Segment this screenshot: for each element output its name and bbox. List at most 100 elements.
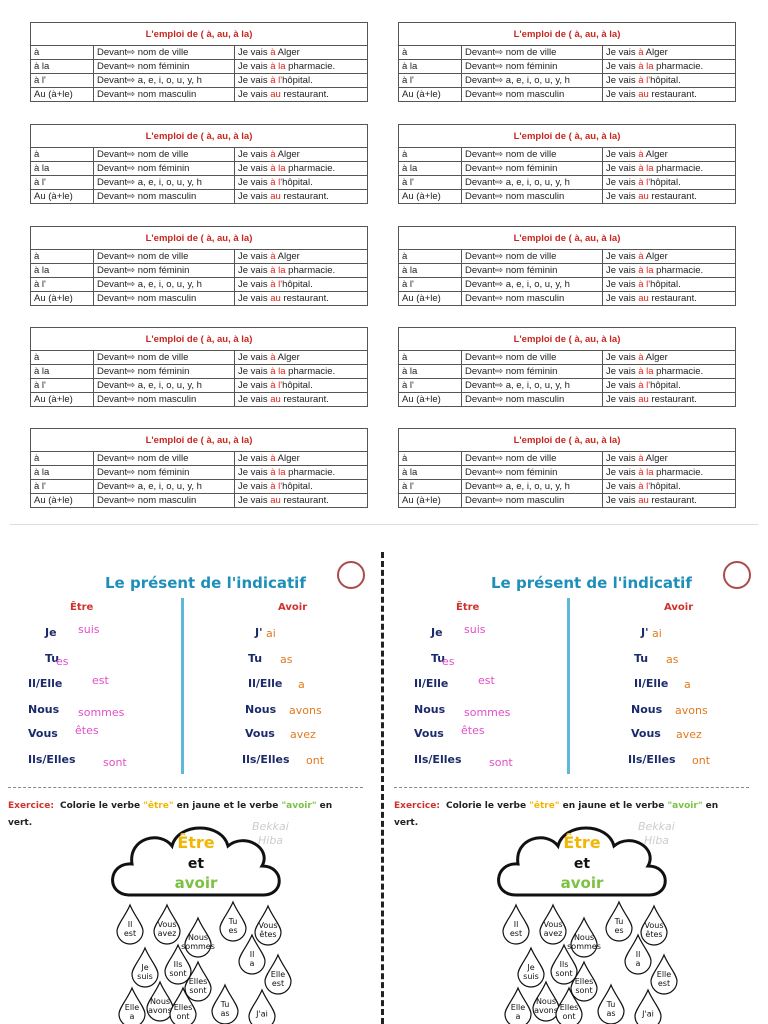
example-prefix: Je vais — [238, 453, 271, 464]
rule: Devant⇨ nom masculin — [93, 493, 235, 508]
exercise-text: "être" — [143, 801, 174, 811]
drop-word: Vous — [645, 921, 664, 930]
example-highlight: à la — [638, 467, 654, 478]
drop-shape — [640, 904, 668, 946]
example-prefix: Je vais — [606, 265, 639, 276]
example-prefix: Je vais — [606, 453, 639, 464]
watermark: Hiba — [644, 834, 670, 847]
drop-shape — [248, 988, 276, 1024]
article: Au (à+le) — [398, 291, 462, 306]
example-highlight: à l' — [638, 380, 651, 391]
divider — [567, 598, 570, 774]
drop-word: Elles — [560, 1003, 579, 1012]
exercise-text: en jaune et le verbe — [559, 801, 668, 811]
drop-word: Tu — [614, 917, 624, 926]
drop-word: Tu — [220, 1000, 230, 1009]
drop-shape — [164, 943, 192, 985]
drop-shape — [550, 943, 578, 985]
example-prefix: Je vais — [238, 279, 271, 290]
drop-word: as — [606, 1009, 615, 1018]
emploi-table: L'emploi de ( à, au, à la) à Devant⇨ nom d… — [398, 226, 736, 306]
example-suffix: Alger — [275, 352, 300, 363]
example-suffix: hôpital. — [282, 177, 313, 188]
example-prefix: Je vais — [606, 481, 639, 492]
drop-word: est — [658, 979, 670, 988]
drop-shape — [184, 960, 212, 1002]
verb: ont — [692, 754, 711, 767]
pronoun: Je — [45, 626, 57, 639]
example-suffix: pharmacie. — [653, 265, 704, 276]
drop-word: J'ai — [641, 1010, 654, 1019]
verb: avez — [676, 728, 702, 741]
drop-word: avons — [534, 1006, 558, 1015]
article: Au (à+le) — [398, 189, 462, 204]
example-prefix: Je vais — [238, 47, 271, 58]
table-row: à l' Devant⇨ a, e, i, o, u, y, h Je vais à… — [30, 479, 368, 494]
exercise-text: "avoir" — [667, 801, 703, 811]
verb: sommes — [78, 706, 125, 719]
table-row: à la Devant⇨ nom féminin Je vais à la phar… — [30, 161, 368, 176]
example: Je vais au restaurant. — [234, 291, 368, 306]
example-highlight: à la — [638, 366, 654, 377]
example-prefix: Je vais — [238, 177, 271, 188]
table-row: à Devant⇨ nom de ville Je vais à Alger — [398, 147, 736, 162]
exercise-label: Exercice: — [8, 801, 54, 811]
drop-shape — [131, 946, 159, 988]
title-row: L'emploi de ( à, au, à la) — [398, 22, 736, 46]
example-prefix: Je vais — [606, 177, 639, 188]
example-highlight: au — [638, 191, 649, 202]
example-prefix: Je vais — [238, 481, 271, 492]
example: Je vais au restaurant. — [234, 87, 368, 102]
pronoun: Il/Elle — [28, 677, 63, 690]
example-highlight: à — [638, 453, 644, 464]
drop-word: Elles — [189, 977, 208, 986]
example-suffix: pharmacie. — [285, 265, 336, 276]
example-prefix: Je vais — [238, 75, 271, 86]
example-suffix: Alger — [643, 251, 668, 262]
raindrop: Ila — [238, 933, 266, 975]
rule: Devant⇨ nom masculin — [461, 291, 603, 306]
example-prefix: Je vais — [606, 149, 639, 160]
drop-shape — [624, 933, 652, 975]
drop-word: Elle — [511, 1003, 526, 1012]
drop-word: es — [228, 926, 237, 935]
pronoun: Nous — [28, 703, 60, 716]
example-suffix: Alger — [275, 251, 300, 262]
example-prefix: Je vais — [238, 191, 271, 202]
drop-word: suis — [137, 972, 153, 981]
example-prefix: Je vais — [238, 366, 271, 377]
table-row: à la Devant⇨ nom féminin Je vais à la phar… — [30, 59, 368, 74]
drop-word: Je — [140, 963, 148, 972]
drop-word: Il — [636, 950, 641, 959]
worksheet-title: Le présent de l'indicatif — [105, 574, 306, 592]
example-highlight: à — [638, 352, 644, 363]
drop-word: ont — [562, 1012, 575, 1021]
example-prefix: Je vais — [238, 163, 271, 174]
example-suffix: Alger — [275, 149, 300, 160]
stamp — [723, 561, 751, 589]
example-prefix: Je vais — [606, 394, 639, 405]
heading-etre: Être — [70, 602, 94, 613]
example-prefix: Je vais — [238, 467, 271, 478]
article: Au (à+le) — [30, 392, 94, 407]
worksheet-title: Le présent de l'indicatif — [491, 574, 692, 592]
example-suffix: hôpital. — [282, 481, 313, 492]
example-suffix: Alger — [643, 453, 668, 464]
drop-word: Je — [526, 963, 534, 972]
cut-line — [381, 552, 384, 1024]
drop-shape — [153, 903, 181, 945]
verb: ai — [652, 627, 662, 640]
example-suffix: hôpital. — [650, 177, 681, 188]
table-row: à l' Devant⇨ a, e, i, o, u, y, h Je vais à… — [30, 175, 368, 190]
drop-word: Vous — [158, 920, 177, 929]
drop-word: avez — [544, 929, 563, 938]
heading-avoir: Avoir — [664, 602, 694, 613]
example-suffix: pharmacie. — [285, 366, 336, 377]
example-highlight: à — [270, 149, 276, 160]
verb: sont — [103, 756, 127, 769]
example-prefix: Je vais — [606, 89, 639, 100]
